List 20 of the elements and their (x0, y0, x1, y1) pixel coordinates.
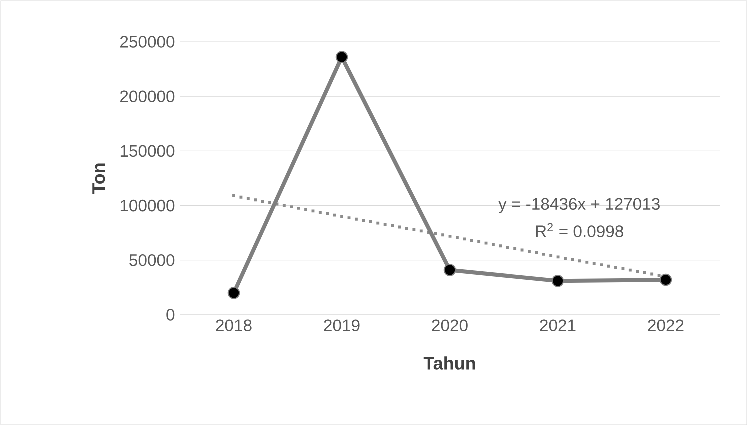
y-tick-label: 200000 (120, 90, 175, 103)
y-tick-label: 150000 (120, 145, 175, 158)
y-tick-label: 50000 (130, 254, 175, 266)
point (444, 264, 456, 276)
point (336, 51, 348, 64)
x-tick-label: 2019 (324, 320, 360, 332)
y-axis-title: Ton (92, 164, 106, 194)
point (228, 287, 240, 300)
annotation: y = -18436x + 127013 (498, 198, 660, 214)
x-tick-label: 2020 (432, 320, 468, 332)
x-tick-label: 2022 (648, 320, 684, 332)
point (552, 275, 564, 288)
point (660, 274, 672, 286)
y-tick-label: 100000 (120, 200, 175, 212)
x-axis-title: Tahun (424, 356, 476, 370)
y-tick-label: 250000 (120, 36, 175, 48)
x-tick-label: 2021 (540, 320, 576, 332)
x-tick-label: 2018 (216, 320, 252, 332)
annotation: R$^{2}$ = 0.0998 (536, 223, 624, 238)
y-tick-label: 0 (166, 309, 175, 321)
